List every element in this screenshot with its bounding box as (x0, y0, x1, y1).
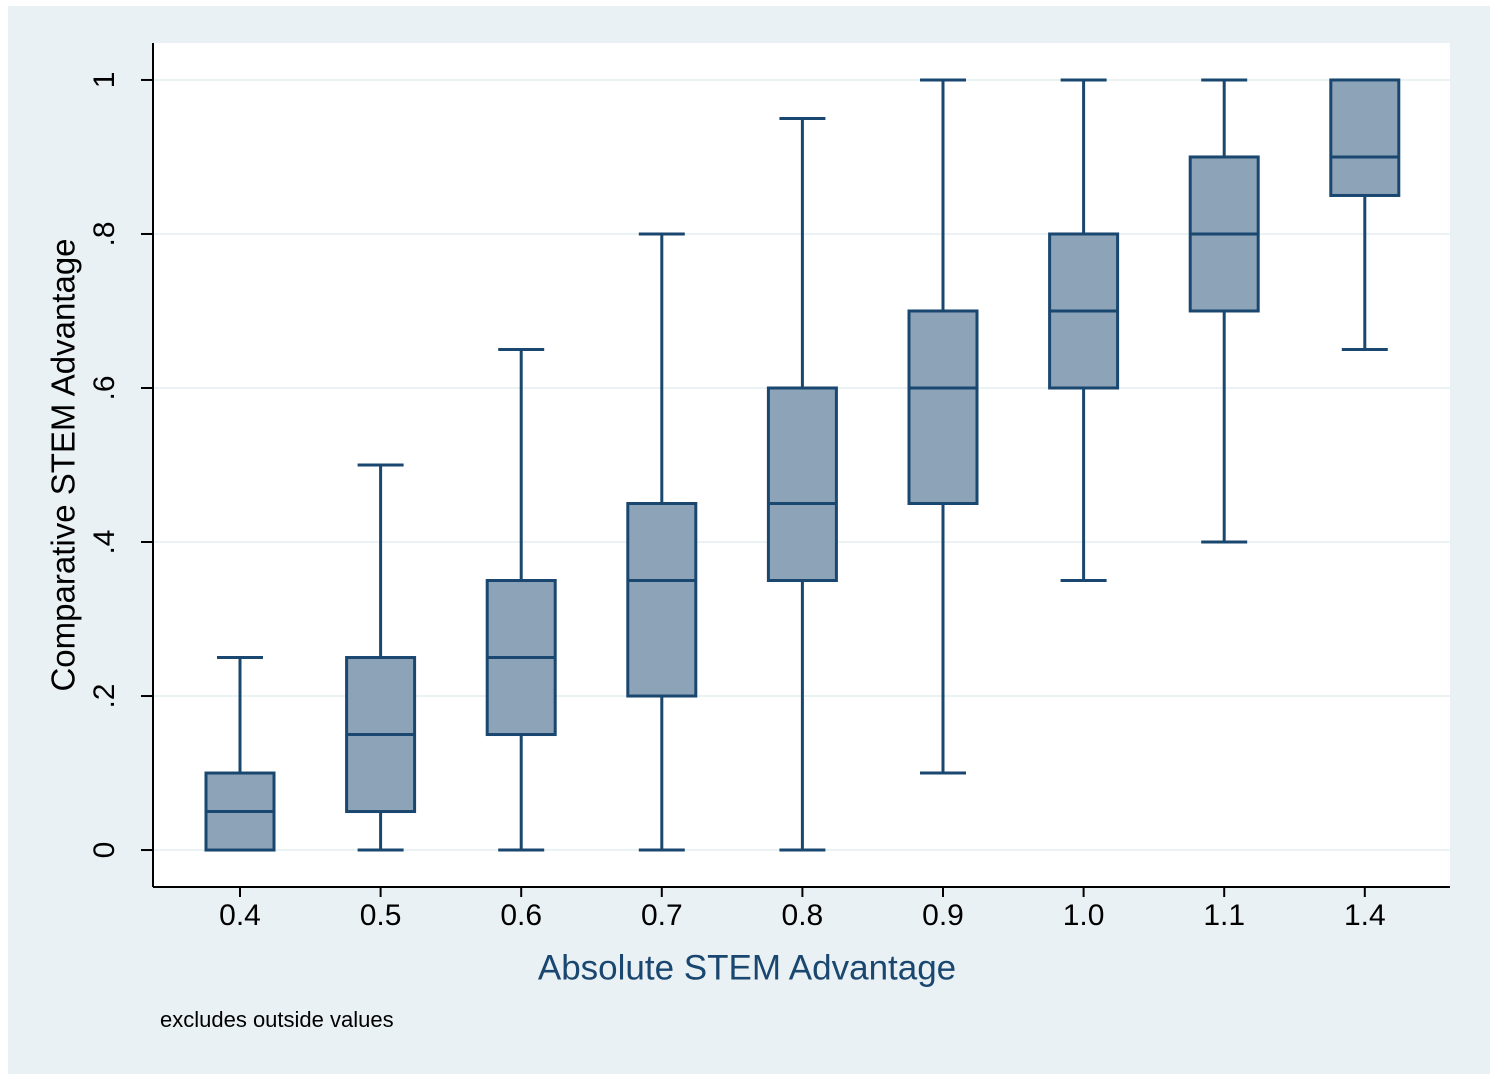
box (626, 502, 698, 698)
y-tick-label: 0 (88, 842, 121, 859)
x-tick-label: 0.6 (500, 899, 542, 932)
y-tick-label: .4 (88, 529, 121, 554)
x-tick-label: 1.4 (1344, 899, 1386, 932)
x-tick-label: 1.1 (1203, 899, 1245, 932)
x-tick-label: 1.0 (1063, 899, 1105, 932)
y-axis-title: Comparative STEM Advantage (45, 238, 82, 691)
x-tick-label: 0.5 (360, 899, 402, 932)
y-tick-label: .2 (88, 684, 121, 709)
note: excludes outside values (160, 1007, 394, 1032)
x-tick-label: 0.9 (922, 899, 964, 932)
box (907, 309, 979, 506)
x-axis-title: Absolute STEM Advantage (538, 948, 956, 987)
y-tick-label: .8 (88, 221, 121, 246)
box (766, 386, 838, 583)
x-tick-label: 0.4 (219, 899, 261, 932)
box (1329, 78, 1401, 197)
x-tick-label: 0.8 (782, 899, 824, 932)
y-tick-label: 1 (88, 72, 121, 89)
y-tick-label: .6 (88, 375, 121, 400)
x-tick-label: 0.7 (641, 899, 683, 932)
